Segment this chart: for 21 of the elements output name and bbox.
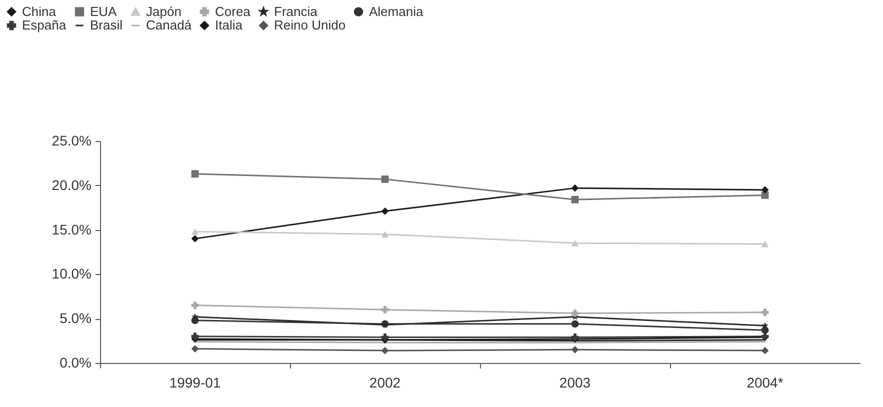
legend-label: Japón — [146, 4, 182, 19]
legend-label: Brasil — [90, 18, 123, 32]
y-tick-label: 20.0% — [52, 176, 92, 193]
legend-label: Italia — [215, 18, 244, 32]
x-tick-label: 2003 — [559, 374, 591, 390]
legend-label: España — [22, 18, 67, 32]
x-tick-label: 1999-01 — [169, 374, 221, 390]
legend-label: China — [22, 4, 57, 19]
legend-label: Canadá — [146, 18, 192, 32]
y-tick-label: 10.0% — [52, 266, 92, 282]
legend-label: Francia — [274, 4, 318, 19]
legend-label: Alemania — [369, 4, 424, 19]
y-tick-label: 15.0% — [52, 221, 92, 238]
legend-label: Corea — [215, 4, 252, 19]
y-tick-label: 0.0% — [60, 354, 92, 370]
legend-label: Reino Unido — [274, 18, 346, 32]
y-tick-label: 25.0% — [52, 132, 92, 148]
x-tick-label: 2002 — [369, 374, 401, 390]
legend-label: EUA — [90, 4, 118, 19]
y-tick-label: 5.0% — [60, 310, 92, 326]
x-tick-label: 2004* — [746, 374, 784, 390]
